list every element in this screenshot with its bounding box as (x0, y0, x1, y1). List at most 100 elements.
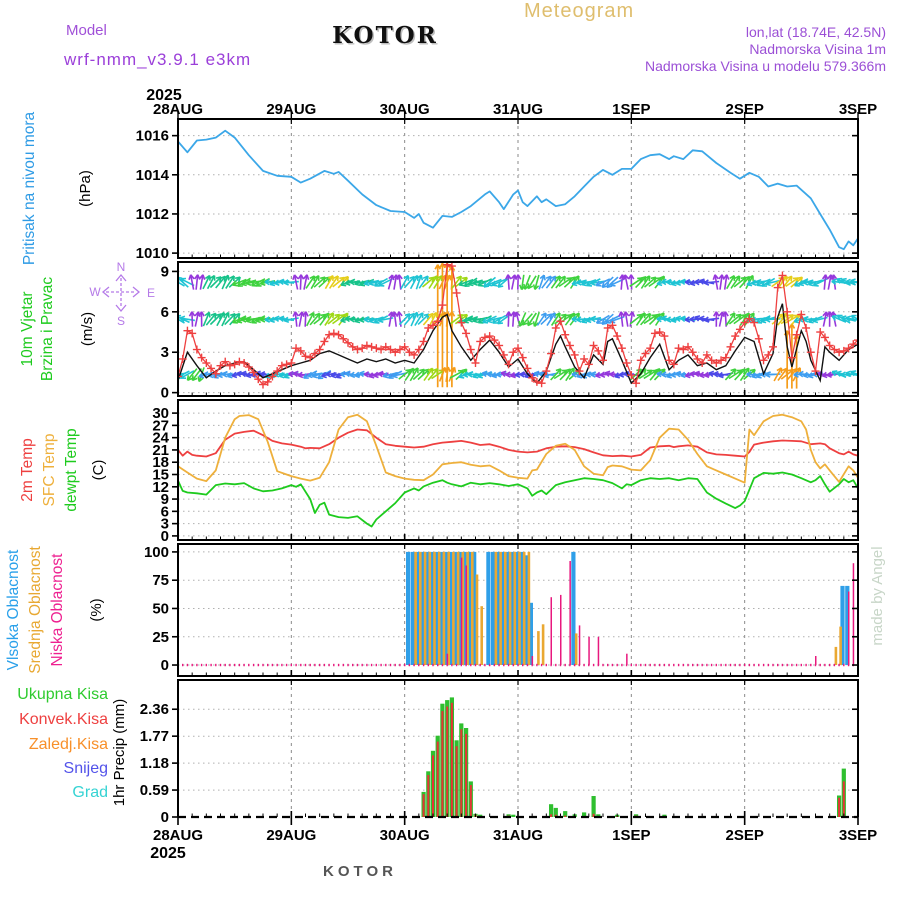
baseline-dot (441, 663, 444, 667)
wind-arrow (822, 311, 828, 327)
wind-arrow (635, 312, 646, 326)
wind-arrow-head (622, 274, 626, 281)
compass-arrow-e (132, 286, 141, 298)
baseline-dot (455, 663, 458, 667)
baseline-dot (205, 663, 207, 667)
wind-arrow-head (661, 373, 667, 378)
wind-arrow-head (241, 283, 247, 287)
wind-arrow (414, 312, 424, 327)
wind-arrow-head (240, 318, 247, 323)
wind-arrow-head (172, 316, 175, 321)
wind-arrow (635, 276, 647, 289)
wind-arrow-head (534, 285, 540, 290)
wind-arrow (724, 311, 727, 327)
wind-arrow (194, 311, 200, 327)
wind-arrow-head (363, 318, 370, 323)
wind-arrow-head (412, 311, 418, 317)
wind-arrow-head (670, 319, 677, 324)
wind-arrow (221, 312, 230, 327)
wind-arrow (445, 366, 449, 383)
precip-bar-convective (469, 785, 472, 817)
wind-arrow (553, 369, 568, 380)
wind-arrow-head (561, 313, 567, 317)
baseline-dot (654, 663, 656, 667)
baseline-dot (644, 663, 647, 667)
wind-arrow-head (659, 368, 666, 372)
wind-arrow-head (565, 368, 571, 372)
y-tick-label: 1014 (136, 167, 170, 184)
y-tick-label: 27 (152, 417, 169, 434)
day-label-top: 30AUG (380, 101, 430, 118)
wind-arrow-head (278, 317, 284, 323)
day-label-bottom: 3SEP (839, 827, 877, 844)
wind-arrow-head (845, 281, 851, 286)
wind-arrow-head (614, 375, 620, 379)
cloud-content (178, 551, 858, 667)
baseline-dot (696, 663, 699, 667)
wind-arrow-head (595, 375, 601, 379)
baseline-dot (437, 663, 439, 667)
wind-content (172, 262, 858, 389)
unit-label-precip: 1hr Precip (mm) (111, 699, 128, 807)
wind-arrow-head (297, 274, 302, 280)
baseline-dot (687, 663, 689, 667)
wind-arrow (518, 312, 527, 327)
cloud-bar (852, 563, 855, 665)
series-sea-level-pressure (178, 129, 858, 251)
precip-bar-total (549, 804, 554, 817)
wind-arrow-head (340, 320, 346, 324)
cloud-bar (499, 551, 502, 665)
wind-arrow-row-1 (172, 311, 858, 327)
wind-arrow-head (236, 372, 242, 378)
cloud-bar (429, 551, 434, 665)
y-tick-label: 18 (152, 454, 169, 471)
wind-arrow-head (358, 372, 365, 378)
y-tick-label: 1016 (136, 128, 169, 145)
baseline-dot (323, 663, 326, 667)
wind-arrow-head (765, 318, 771, 323)
wind-arrow-head (223, 311, 229, 317)
wind-arrow (624, 311, 629, 327)
cloud-bar (442, 551, 446, 665)
wind-arrow-head (781, 367, 788, 372)
wind-arrow (728, 313, 742, 325)
wind-arrow-head (234, 276, 241, 280)
panel-border (177, 679, 859, 817)
baseline-dot (413, 663, 415, 667)
wind-arrow (451, 275, 462, 289)
cloud-bar (446, 653, 449, 665)
cloud-bar (527, 551, 531, 665)
wind-arrow-head (492, 284, 498, 287)
precip-bar-convective (441, 711, 444, 817)
wind-arrow-head (448, 311, 453, 317)
wind-arrow-head (432, 275, 438, 280)
baseline-dot (512, 663, 514, 667)
wind-arrow-head (231, 375, 238, 379)
side-label-cloud-0: Vlsoka Oblacnost (5, 549, 22, 670)
wind-arrow-head (822, 311, 828, 317)
side-label-cloud-1: Srednja Oblacnost (27, 546, 44, 674)
baseline-dot (347, 663, 349, 667)
wind-arrow-head (497, 285, 504, 288)
wind-arrow-head (368, 282, 375, 287)
wind-arrow-head (269, 283, 276, 287)
wind-arrow-head (684, 319, 691, 323)
cloud-bar (462, 551, 467, 665)
wind-arrow (309, 312, 321, 326)
wind-arrow-head (369, 320, 375, 324)
wind-arrow-head (292, 274, 296, 281)
baseline-dot (186, 663, 189, 667)
day-label-bottom: 28AUG (153, 827, 203, 844)
baseline-dot (370, 663, 373, 667)
credit-text: made by Angel (869, 546, 886, 645)
baseline-dot (772, 663, 774, 667)
wind-arrow-head (359, 284, 366, 287)
wind-arrow-head (179, 317, 185, 323)
wind-arrow-head (812, 320, 819, 324)
series-niska-oblacnost (446, 557, 855, 666)
wind-arrow-head (699, 374, 705, 379)
baseline-dot (630, 663, 632, 667)
cloud-bar (531, 656, 534, 665)
y-tick-label: 2.36 (140, 701, 169, 718)
cloud-bar (415, 551, 420, 665)
